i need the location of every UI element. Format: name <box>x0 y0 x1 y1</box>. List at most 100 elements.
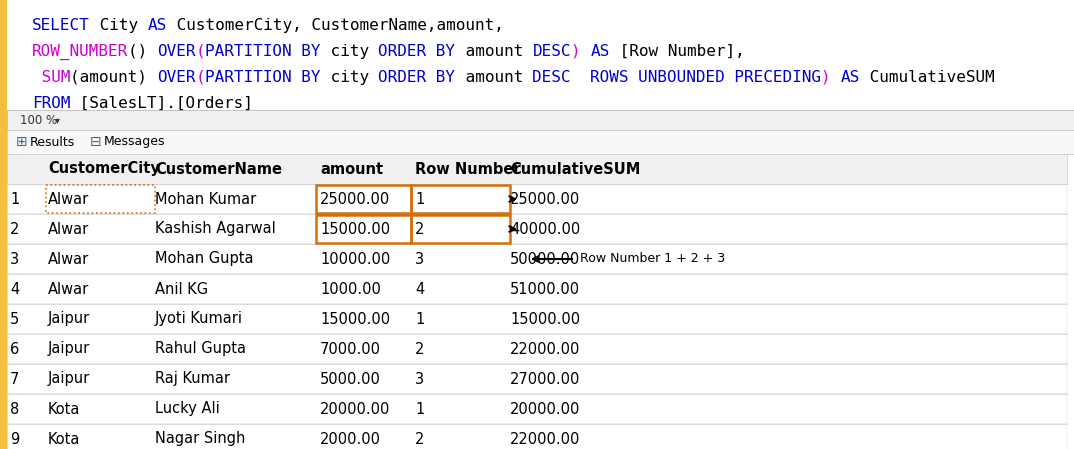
Text: 10000.00: 10000.00 <box>320 251 390 267</box>
Text: 1000.00: 1000.00 <box>320 282 381 296</box>
Text: amount: amount <box>320 162 383 176</box>
Bar <box>8 214 1066 244</box>
Text: ROW_NUMBER: ROW_NUMBER <box>32 44 128 60</box>
Text: 15000.00: 15000.00 <box>320 312 390 326</box>
Text: 1: 1 <box>10 192 19 207</box>
Text: 25000.00: 25000.00 <box>510 192 580 207</box>
Bar <box>8 244 1066 274</box>
Bar <box>316 215 411 243</box>
Bar <box>8 130 1074 154</box>
Bar <box>316 185 411 213</box>
Bar <box>411 185 510 213</box>
Text: (: ( <box>195 44 205 59</box>
Text: PARTITION BY: PARTITION BY <box>205 44 321 59</box>
Text: Row Number 1 + 2 + 3: Row Number 1 + 2 + 3 <box>580 252 725 265</box>
Text: Alwar: Alwar <box>48 192 89 207</box>
Text: SUM: SUM <box>32 70 71 85</box>
Text: Anil KG: Anil KG <box>155 282 208 296</box>
Text: [SalesLT].[Orders]: [SalesLT].[Orders] <box>71 96 253 111</box>
Text: 3: 3 <box>415 371 424 387</box>
Text: 100 %: 100 % <box>20 114 57 127</box>
Text: AS: AS <box>147 18 166 33</box>
Text: 2: 2 <box>415 342 424 357</box>
Text: 1: 1 <box>415 312 424 326</box>
Text: Alwar: Alwar <box>48 282 89 296</box>
Text: city: city <box>321 70 378 85</box>
Text: DESC: DESC <box>533 44 571 59</box>
Text: city: city <box>321 44 378 59</box>
Text: 22000.00: 22000.00 <box>510 342 580 357</box>
Bar <box>8 154 1066 184</box>
Text: 7: 7 <box>10 371 19 387</box>
Text: 3: 3 <box>10 251 19 267</box>
Text: OVER: OVER <box>157 44 195 59</box>
Text: ORDER BY: ORDER BY <box>378 70 455 85</box>
Text: 2: 2 <box>10 221 19 237</box>
Bar <box>8 184 1066 214</box>
Text: CumulativeSUM: CumulativeSUM <box>860 70 995 85</box>
Text: ▾: ▾ <box>55 115 60 125</box>
Bar <box>0 0 8 449</box>
Text: Jaipur: Jaipur <box>48 312 90 326</box>
Text: OVER: OVER <box>157 70 195 85</box>
Bar <box>411 215 510 243</box>
Text: ): ) <box>822 70 841 85</box>
Text: 15000.00: 15000.00 <box>320 221 390 237</box>
Text: 25000.00: 25000.00 <box>320 192 390 207</box>
Text: [Row Number],: [Row Number], <box>610 44 744 59</box>
Text: 4: 4 <box>415 282 424 296</box>
Text: CustomerName: CustomerName <box>155 162 282 176</box>
Text: 7000.00: 7000.00 <box>320 342 381 357</box>
Text: 6: 6 <box>10 342 19 357</box>
Text: Messages: Messages <box>104 136 165 149</box>
Text: 50000.00: 50000.00 <box>510 251 580 267</box>
Text: Jaipur: Jaipur <box>48 371 90 387</box>
Text: 20000.00: 20000.00 <box>320 401 390 417</box>
Text: ORDER BY: ORDER BY <box>378 44 455 59</box>
Bar <box>8 304 1066 334</box>
Text: Kota: Kota <box>48 431 81 446</box>
Text: 3: 3 <box>415 251 424 267</box>
Text: 40000.00: 40000.00 <box>510 221 580 237</box>
Text: Alwar: Alwar <box>48 251 89 267</box>
Text: (amount): (amount) <box>71 70 157 85</box>
Text: CustomerCity, CustomerName,amount,: CustomerCity, CustomerName,amount, <box>166 18 504 33</box>
Bar <box>8 394 1066 424</box>
Text: 22000.00: 22000.00 <box>510 431 580 446</box>
Text: 51000.00: 51000.00 <box>510 282 580 296</box>
Text: 20000.00: 20000.00 <box>510 401 580 417</box>
Text: 4: 4 <box>10 282 19 296</box>
Bar <box>8 424 1066 449</box>
Text: PARTITION BY: PARTITION BY <box>205 70 321 85</box>
Text: Alwar: Alwar <box>48 221 89 237</box>
Text: City: City <box>90 18 147 33</box>
Text: amount: amount <box>455 70 533 85</box>
Text: 27000.00: 27000.00 <box>510 371 580 387</box>
Bar <box>8 364 1066 394</box>
Text: Results: Results <box>30 136 75 149</box>
Text: ROWS UNBOUNDED PRECEDING: ROWS UNBOUNDED PRECEDING <box>591 70 822 85</box>
Text: CumulativeSUM: CumulativeSUM <box>510 162 640 176</box>
Text: AS: AS <box>591 44 610 59</box>
Text: Jaipur: Jaipur <box>48 342 90 357</box>
Text: Mohan Gupta: Mohan Gupta <box>155 251 253 267</box>
Text: ⊟: ⊟ <box>90 135 102 149</box>
Text: 2: 2 <box>415 221 424 237</box>
Text: DESC: DESC <box>533 70 591 85</box>
Text: 2000.00: 2000.00 <box>320 431 381 446</box>
Text: 15000.00: 15000.00 <box>510 312 580 326</box>
Text: (): () <box>128 44 157 59</box>
Text: Row Number: Row Number <box>415 162 521 176</box>
Text: 1: 1 <box>415 192 424 207</box>
Text: 1: 1 <box>415 401 424 417</box>
Text: Kashish Agarwal: Kashish Agarwal <box>155 221 276 237</box>
Text: Raj Kumar: Raj Kumar <box>155 371 230 387</box>
Text: Mohan Kumar: Mohan Kumar <box>155 192 257 207</box>
Text: CustomerCity: CustomerCity <box>48 162 160 176</box>
Text: 2: 2 <box>415 431 424 446</box>
Text: SELECT: SELECT <box>32 18 90 33</box>
Bar <box>46 185 155 213</box>
Text: 8: 8 <box>10 401 19 417</box>
Text: (: ( <box>195 70 205 85</box>
Bar <box>8 110 1074 130</box>
